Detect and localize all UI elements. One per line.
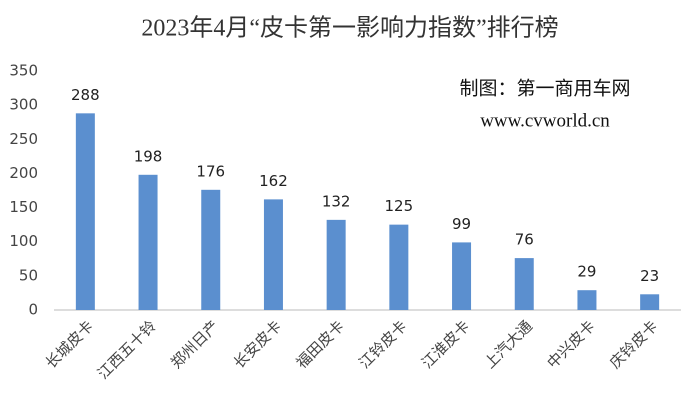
bar	[514, 258, 534, 310]
y-tick-label: 300	[9, 96, 38, 114]
bar	[326, 219, 346, 310]
bar	[201, 189, 221, 310]
data-label: 99	[452, 215, 471, 233]
x-tick-label: 郑州日产	[167, 317, 222, 372]
x-tick-label: 长城皮卡	[42, 317, 97, 372]
x-tick-label: 江西五十铃	[94, 317, 160, 383]
x-tick-label: 长安皮卡	[230, 317, 285, 372]
bar	[452, 242, 472, 310]
bar	[138, 174, 158, 310]
data-label: 23	[640, 267, 659, 285]
y-tick-label: 350	[9, 62, 38, 80]
x-tick-label: 上汽大通	[481, 317, 536, 372]
data-label: 198	[134, 147, 163, 165]
bar	[389, 224, 409, 310]
bar	[577, 290, 597, 310]
y-tick-label: 100	[9, 232, 38, 250]
x-tick-label: 中兴皮卡	[543, 317, 598, 372]
y-tick-label: 150	[9, 198, 38, 216]
data-label: 29	[577, 263, 596, 281]
annotation: www.cvworld.cn	[480, 110, 610, 131]
y-tick-label: 250	[9, 130, 38, 148]
y-tick-label: 50	[19, 266, 38, 284]
bar	[640, 294, 660, 310]
data-label: 288	[71, 86, 100, 104]
annotation: 制图：第一商用车网	[459, 77, 630, 99]
data-label: 132	[322, 192, 351, 210]
data-label: 125	[385, 197, 414, 215]
data-label: 162	[259, 172, 288, 190]
bar	[75, 113, 95, 310]
data-label: 176	[196, 162, 225, 180]
chart-title: 2023年4月“皮卡第一影响力指数”排行榜	[141, 15, 558, 42]
y-tick-label: 200	[9, 164, 38, 182]
data-label: 76	[515, 231, 534, 249]
x-tick-label: 福田皮卡	[293, 317, 348, 372]
x-tick-label: 江淮皮卡	[418, 317, 473, 372]
x-tick-label: 江铃皮卡	[355, 317, 410, 372]
bar	[263, 199, 283, 310]
y-tick-label: 0	[28, 301, 38, 319]
x-tick-label: 庆铃皮卡	[606, 317, 661, 372]
